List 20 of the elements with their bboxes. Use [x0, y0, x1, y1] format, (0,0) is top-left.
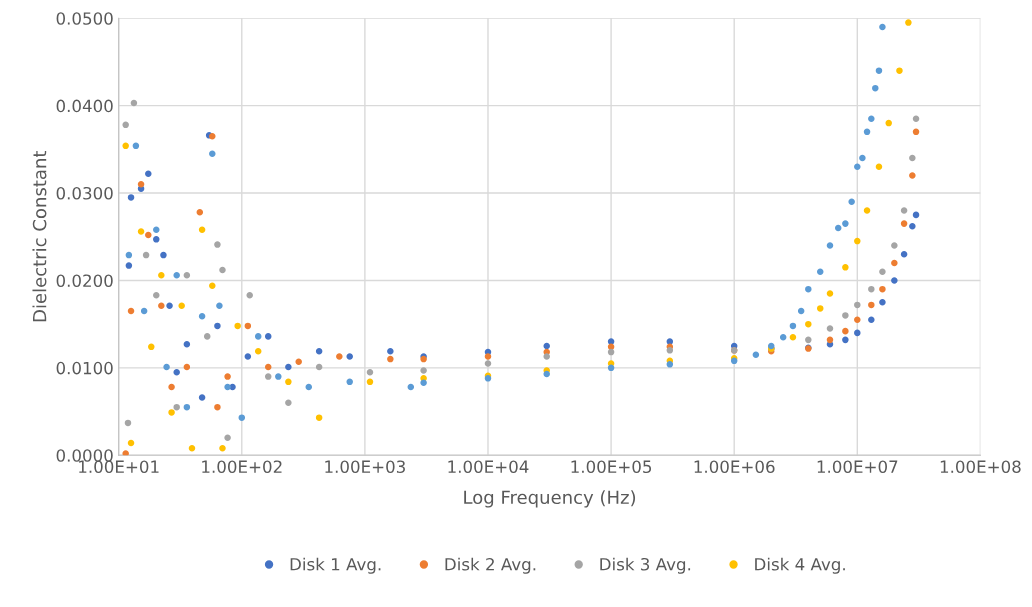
x-tick-label: 1.00E+05	[571, 460, 652, 474]
legend-label: Disk 4 Avg.	[755, 557, 845, 574]
y-tick-label: 0.0300	[56, 186, 113, 200]
x-tick-label: 1.00E+08	[940, 460, 1021, 474]
y-tick-label: 0.0500	[56, 12, 113, 25]
y-tick-label: 0.0100	[56, 361, 113, 375]
x-tick-label: 1.00E+01	[79, 460, 159, 474]
x-tick-label: 1.00E+03	[325, 460, 405, 474]
legend-label: Disk 1 Avg.	[290, 557, 381, 574]
y-tick-label: 0.0400	[56, 99, 113, 113]
x-tick-label: 1.00E+06	[694, 460, 775, 474]
y-axis-title: Dielectric Constant	[32, 150, 47, 322]
x-axis-title: Log Frequency (Hz)	[464, 490, 636, 508]
x-tick-label: 1.00E+04	[448, 460, 529, 474]
y-tick-label: 0.0200	[56, 274, 113, 287]
x-tick-label: 1.00E+07	[817, 460, 898, 474]
x-tick-label: 1.00E+02	[202, 460, 282, 474]
legend-label: Disk 2 Avg.	[445, 557, 536, 574]
y-tick-label: 0.0000	[56, 449, 113, 462]
legend-label: Disk 3 Avg.	[600, 557, 691, 574]
